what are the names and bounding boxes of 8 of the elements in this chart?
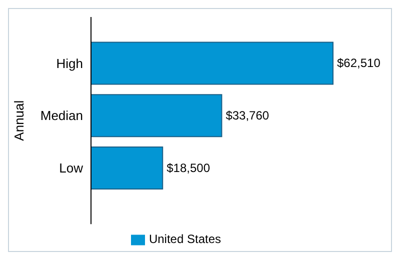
y-tick-label: Median — [40, 108, 83, 124]
data-label: $62,510 — [337, 56, 381, 70]
legend-label: United States — [148, 232, 222, 246]
y-axis-title: Annual — [12, 100, 27, 141]
y-tick-label: Low — [59, 160, 84, 176]
y-tick-label: High — [56, 56, 83, 71]
data-label: $33,760 — [226, 108, 270, 123]
data-label: $18,500 — [166, 161, 210, 176]
